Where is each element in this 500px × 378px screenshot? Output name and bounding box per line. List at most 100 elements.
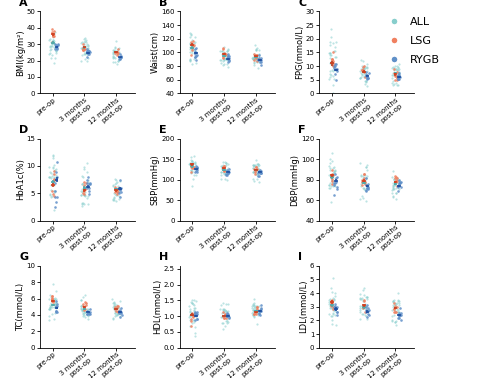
Point: [79, 47, 87, 53]
Point: [360, 302, 368, 308]
Point: [186, 308, 194, 314]
Point: [255, 54, 263, 60]
Point: [81, 189, 89, 195]
Point: [85, 184, 93, 191]
Point: [361, 301, 369, 307]
Point: [188, 48, 196, 54]
Point: [48, 39, 56, 45]
Point: [356, 307, 364, 313]
Point: [333, 68, 341, 74]
Point: [254, 307, 262, 313]
Point: [394, 70, 402, 76]
Point: [190, 47, 198, 53]
Point: [252, 308, 260, 314]
Point: [250, 168, 258, 174]
Point: [113, 49, 121, 55]
Point: [332, 312, 340, 318]
Point: [190, 164, 198, 170]
Point: [333, 186, 341, 192]
Point: [364, 314, 372, 320]
Point: [82, 184, 90, 190]
Point: [329, 165, 337, 171]
Point: [115, 310, 123, 316]
Point: [46, 291, 54, 297]
Point: [50, 168, 58, 174]
Point: [191, 317, 199, 323]
Point: [82, 180, 90, 186]
Point: [48, 42, 56, 48]
Point: [363, 184, 371, 190]
Point: [249, 165, 257, 171]
Point: [79, 307, 87, 313]
Point: [356, 75, 364, 81]
Point: [393, 77, 401, 83]
Point: [331, 54, 339, 60]
Point: [328, 60, 336, 66]
Point: [224, 48, 232, 54]
Point: [360, 180, 368, 186]
Point: [108, 183, 116, 189]
Point: [112, 180, 120, 186]
Point: [326, 74, 334, 81]
Point: [326, 186, 334, 192]
Point: [248, 54, 256, 60]
Point: [84, 180, 92, 186]
Point: [248, 305, 256, 311]
Point: [360, 73, 368, 79]
Point: [254, 163, 262, 169]
Point: [358, 178, 366, 184]
Point: [46, 174, 54, 180]
Point: [78, 46, 86, 52]
Point: [356, 68, 364, 74]
Point: [222, 172, 230, 178]
Point: [226, 315, 234, 321]
Point: [329, 179, 337, 185]
Point: [220, 53, 228, 59]
Point: [254, 56, 262, 62]
Point: [192, 309, 200, 315]
Y-axis label: SBP(mmHg): SBP(mmHg): [151, 154, 160, 205]
Point: [112, 59, 120, 65]
Y-axis label: Waist(cm): Waist(cm): [151, 31, 160, 73]
Point: [220, 163, 228, 169]
Point: [116, 186, 124, 192]
Point: [52, 45, 60, 51]
Point: [194, 316, 202, 322]
Point: [50, 155, 58, 161]
Point: [82, 303, 90, 309]
Point: [360, 67, 368, 73]
Point: [394, 63, 402, 69]
Point: [362, 164, 370, 170]
Point: [330, 310, 338, 316]
Point: [222, 311, 230, 318]
Point: [112, 305, 120, 311]
Point: [49, 153, 57, 159]
Point: [80, 192, 88, 198]
Point: [330, 180, 338, 186]
Point: [220, 51, 228, 57]
Point: [358, 177, 366, 183]
Point: [86, 48, 94, 54]
Point: [249, 56, 257, 62]
Point: [186, 41, 194, 47]
Point: [110, 299, 118, 305]
Point: [81, 310, 89, 316]
Point: [394, 64, 402, 70]
Point: [220, 56, 228, 62]
Point: [250, 42, 258, 48]
Point: [394, 76, 402, 82]
Point: [396, 180, 404, 186]
Point: [219, 46, 227, 52]
Point: [252, 167, 260, 173]
Point: [390, 182, 398, 188]
Point: [116, 55, 124, 61]
Point: [51, 188, 59, 194]
Point: [224, 53, 232, 59]
Point: [111, 301, 119, 307]
Point: [357, 181, 365, 187]
Point: [52, 42, 60, 48]
Point: [47, 181, 55, 187]
Point: [222, 160, 230, 166]
Point: [192, 312, 200, 318]
Point: [224, 46, 232, 52]
